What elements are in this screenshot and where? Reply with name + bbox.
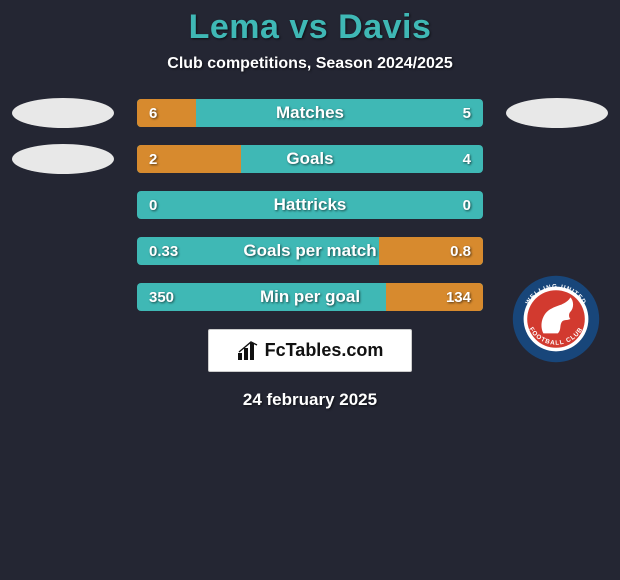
team-placeholder-icon (506, 98, 608, 128)
stat-left-value: 350 (149, 283, 174, 311)
stat-left-value: 0 (149, 191, 157, 219)
comparison-panel: Lema vs Davis Club competitions, Season … (0, 0, 620, 410)
bar-right-fill (386, 283, 483, 311)
stat-label: Hattricks (137, 191, 483, 219)
crest-svg: WELLING UNITED FOOTBALL CLUB (511, 274, 601, 364)
bar-track: 350 Min per goal 134 (137, 283, 483, 311)
stat-row: 6 Matches 5 (0, 99, 620, 127)
left-badge-slot (8, 145, 118, 173)
brand-box: FcTables.com (208, 329, 413, 372)
stat-row: 2 Goals 4 (0, 145, 620, 173)
bar-right-fill (379, 237, 483, 265)
stat-right-value: 0 (463, 191, 471, 219)
date-line: 24 february 2025 (0, 390, 620, 410)
page-title: Lema vs Davis (0, 8, 620, 47)
bar-track: 2 Goals 4 (137, 145, 483, 173)
bar-track: 0.33 Goals per match 0.8 (137, 237, 483, 265)
right-badge-slot (502, 145, 612, 173)
brand-text: FcTables.com (265, 340, 384, 361)
bar-chart-icon (237, 341, 259, 361)
left-badge-slot (8, 99, 118, 127)
left-badge-slot (8, 237, 118, 265)
left-badge-slot (8, 191, 118, 219)
subtitle: Club competitions, Season 2024/2025 (0, 55, 620, 73)
stat-right-value: 5 (463, 99, 471, 127)
bar-track: 0 Hattricks 0 (137, 191, 483, 219)
bar-left-fill (137, 145, 241, 173)
left-badge-slot (8, 283, 118, 311)
club-crest-icon: WELLING UNITED FOOTBALL CLUB (506, 275, 606, 363)
team-placeholder-icon (12, 98, 114, 128)
stat-left-value: 0.33 (149, 237, 178, 265)
right-badge-slot (502, 191, 612, 219)
stat-row: 0.33 Goals per match 0.8 (0, 237, 620, 265)
team-placeholder-icon (12, 144, 114, 174)
right-badge-slot (502, 99, 612, 127)
bar-track: 6 Matches 5 (137, 99, 483, 127)
stat-right-value: 4 (463, 145, 471, 173)
right-badge-slot (502, 237, 612, 265)
bar-left-fill (137, 99, 196, 127)
stat-row: 0 Hattricks 0 (0, 191, 620, 219)
stats-chart: 6 Matches 5 2 Goals 4 (0, 99, 620, 311)
